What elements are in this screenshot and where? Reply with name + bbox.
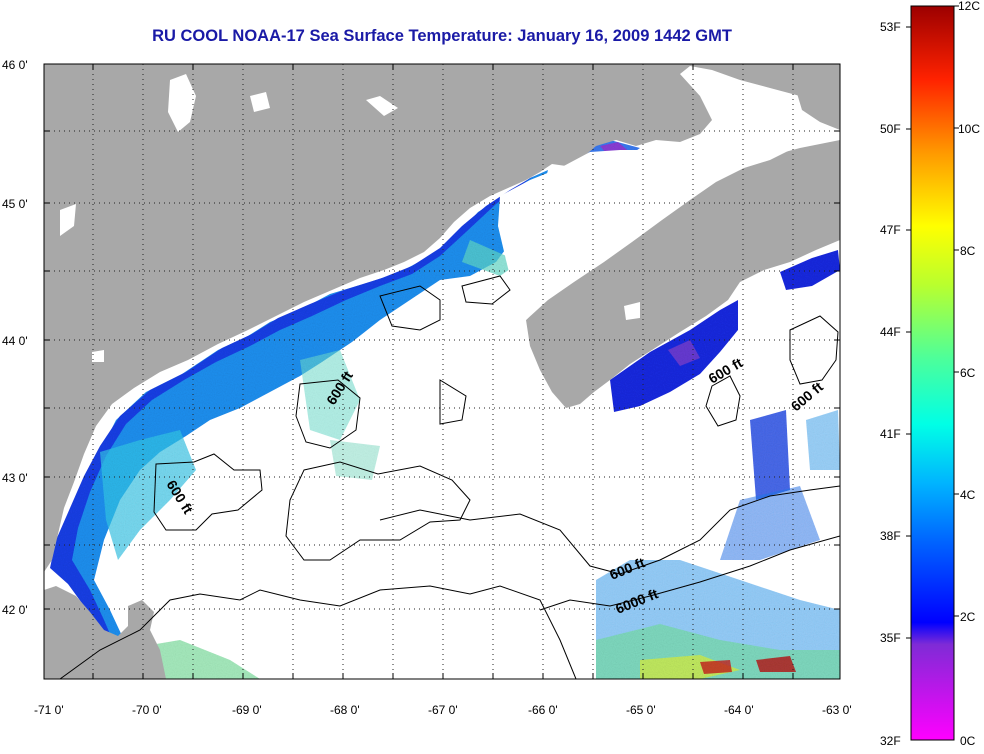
lat-tick-43: 43 0' xyxy=(2,471,28,485)
lon-tick-69: -69 0' xyxy=(232,703,262,717)
lon-tick-63: -63 0' xyxy=(822,703,852,717)
land-nova-scotia xyxy=(526,140,840,408)
lon-tick-64: -64 0' xyxy=(724,703,754,717)
colorbar-f-38: 38F xyxy=(880,529,901,543)
colorbar-f-50: 50F xyxy=(880,122,901,136)
lat-tick-42: 42 0' xyxy=(2,603,28,617)
colorbar-f-35: 35F xyxy=(880,631,901,645)
land-cape-breton xyxy=(796,64,840,130)
colorbar-c-4: 4C xyxy=(960,488,976,502)
colorbar-c-0: 0C xyxy=(960,734,976,748)
bay-of-fundy xyxy=(498,146,790,320)
lat-tick-46: 46 0' xyxy=(2,58,28,72)
inland-lakes xyxy=(60,74,640,362)
colorbar-c-10: 10C xyxy=(958,122,980,136)
colorbar-c-2: 2C xyxy=(960,610,976,624)
lon-tick-67: -67 0' xyxy=(428,703,458,717)
colorbar-c-8: 8C xyxy=(960,244,976,258)
colorbar-f-53: 53F xyxy=(880,20,901,34)
lat-tick-44: 44 0' xyxy=(2,334,28,348)
colorbar-f-41: 41F xyxy=(880,427,901,441)
map-frame xyxy=(43,63,841,680)
lon-tick-66: -66 0' xyxy=(528,703,558,717)
sst-scotian-shelf xyxy=(596,250,840,679)
lon-tick-70: -70 0' xyxy=(132,703,162,717)
lat-tick-45: 45 0' xyxy=(2,197,28,211)
colorbar-f-32: 32F xyxy=(880,734,901,748)
lon-tick-65: -65 0' xyxy=(626,703,656,717)
map-area: 600 ft 600 ft 600 ft 600 ft 600 ft 6000 … xyxy=(44,64,840,679)
lon-tick-71: -71 0' xyxy=(34,703,64,717)
lon-tick-68: -68 0' xyxy=(330,703,360,717)
colorbar-c-6: 6C xyxy=(960,366,976,380)
colorbar-f-47: 47F xyxy=(880,223,901,237)
colorbar-c-12: 12C xyxy=(958,0,980,13)
colorbar-gradient xyxy=(910,5,955,741)
frame-ticks xyxy=(44,64,840,679)
land-maine-newbrunswick xyxy=(44,64,840,572)
page-title: RU COOL NOAA-17 Sea Surface Temperature:… xyxy=(152,27,732,45)
colorbar: 53F 50F 47F 44F 41F 38F 35F 32F 12C 10C … xyxy=(880,0,980,748)
colorbar-f-44: 44F xyxy=(880,325,901,339)
